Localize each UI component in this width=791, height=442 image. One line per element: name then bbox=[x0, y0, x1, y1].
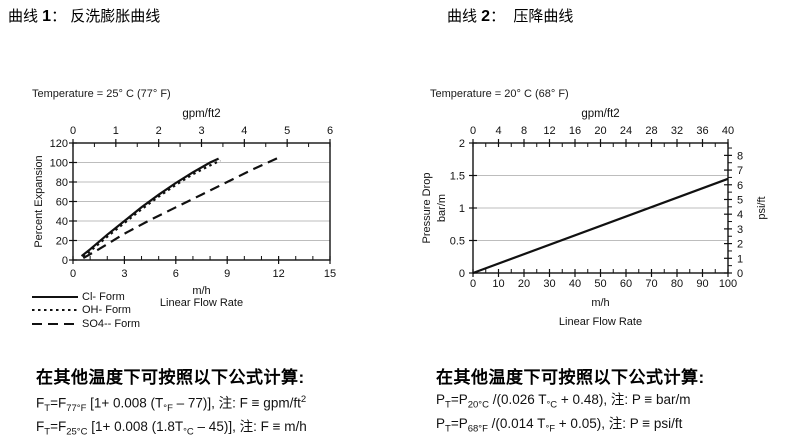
svg-text:100: 100 bbox=[719, 278, 737, 290]
svg-text:50: 50 bbox=[594, 278, 606, 290]
svg-text:1: 1 bbox=[459, 203, 465, 215]
legend-line-sample bbox=[32, 322, 78, 325]
svg-text:0: 0 bbox=[470, 125, 476, 137]
curve1-title-number: 1 bbox=[42, 8, 52, 25]
svg-text:90: 90 bbox=[696, 278, 708, 290]
svg-text:24: 24 bbox=[620, 125, 632, 137]
svg-text:4: 4 bbox=[241, 125, 247, 137]
svg-text:40: 40 bbox=[722, 125, 734, 137]
svg-text:Percent Expansion: Percent Expansion bbox=[33, 155, 45, 247]
svg-text:10: 10 bbox=[492, 278, 504, 290]
svg-text:2: 2 bbox=[737, 239, 743, 251]
formula-expansion-celsius: FT=F25°C [1+ 0.008 (1.8T°C – 45)], 注: F … bbox=[36, 419, 307, 438]
formulas-right: 在其他温度下可按照以下公式计算: PT=P20°C /(0.026 T°C + … bbox=[436, 363, 786, 438]
svg-text:psi/ft: psi/ft bbox=[756, 196, 768, 219]
svg-text:Linear Flow Rate: Linear Flow Rate bbox=[160, 297, 243, 309]
formula-pressure-celsius: PT=P20°C /(0.026 T°C + 0.48), 注: P ≡ bar… bbox=[436, 392, 691, 411]
legend-line-sample bbox=[32, 295, 78, 298]
svg-text:0: 0 bbox=[70, 125, 76, 137]
document-page: { "titles": { "left": {"prefix": "曲线 ", … bbox=[8, 5, 768, 438]
svg-text:32: 32 bbox=[671, 125, 683, 137]
svg-text:1: 1 bbox=[113, 125, 119, 137]
svg-text:28: 28 bbox=[645, 125, 657, 137]
svg-text:0: 0 bbox=[62, 255, 68, 267]
svg-text:6: 6 bbox=[737, 180, 743, 192]
svg-text:16: 16 bbox=[569, 125, 581, 137]
svg-text:12: 12 bbox=[272, 268, 284, 280]
legend-item: OH- Form bbox=[32, 304, 140, 318]
curve2-title: 曲线 2： 压降曲线 bbox=[447, 5, 573, 26]
chart2-temperature-label: Temperature = 20° C (68° F) bbox=[430, 88, 569, 100]
svg-text:8: 8 bbox=[737, 150, 743, 162]
svg-text:9: 9 bbox=[224, 268, 230, 280]
svg-text:3: 3 bbox=[198, 125, 204, 137]
formula-pressure-fahrenheit: PT=P68°F /(0.014 T°F + 0.05), 注: P ≡ psi… bbox=[436, 415, 683, 435]
svg-text:100: 100 bbox=[50, 158, 68, 170]
curve2-title-prefix: 曲线 bbox=[447, 8, 482, 25]
svg-text:12: 12 bbox=[543, 125, 555, 137]
svg-text:3: 3 bbox=[737, 224, 743, 236]
svg-text:80: 80 bbox=[671, 278, 683, 290]
formulas-left: 在其他温度下可按照以下公式计算: FT=F77°F [1+ 0.008 (T°F… bbox=[36, 363, 421, 442]
svg-text:6: 6 bbox=[327, 125, 333, 137]
svg-text:4: 4 bbox=[495, 125, 501, 137]
svg-text:20: 20 bbox=[518, 278, 530, 290]
svg-text:60: 60 bbox=[620, 278, 632, 290]
svg-text:1: 1 bbox=[737, 253, 743, 265]
svg-text:20: 20 bbox=[594, 125, 606, 137]
svg-text:6: 6 bbox=[173, 268, 179, 280]
svg-text:8: 8 bbox=[521, 125, 527, 137]
svg-text:15: 15 bbox=[324, 268, 336, 280]
svg-text:0: 0 bbox=[70, 268, 76, 280]
curve1-title: 曲线 1： 反洗膨胀曲线 bbox=[8, 5, 160, 26]
svg-text:40: 40 bbox=[56, 216, 68, 228]
svg-text:0.5: 0.5 bbox=[450, 236, 465, 248]
svg-text:36: 36 bbox=[696, 125, 708, 137]
curve1-title-text: ： 反洗膨胀曲线 bbox=[51, 8, 161, 25]
legend-item-label: Cl- Form bbox=[82, 290, 125, 303]
svg-text:30: 30 bbox=[543, 278, 555, 290]
svg-text:Linear Flow Rate: Linear Flow Rate bbox=[559, 316, 642, 328]
svg-text:5: 5 bbox=[737, 194, 743, 206]
svg-text:0: 0 bbox=[470, 278, 476, 290]
legend-item-label: SO4-- Form bbox=[82, 317, 141, 330]
formula-expansion-fahrenheit: FT=F77°F [1+ 0.008 (T°F – 77)], 注: F ≡ g… bbox=[36, 394, 307, 415]
formulas-right-header: 在其他温度下可按照以下公式计算: bbox=[436, 368, 705, 387]
svg-text:20: 20 bbox=[56, 236, 68, 248]
svg-text:2: 2 bbox=[459, 138, 465, 150]
svg-text:7: 7 bbox=[737, 165, 743, 177]
svg-text:3: 3 bbox=[121, 268, 127, 280]
svg-text:m/h: m/h bbox=[591, 297, 609, 309]
svg-text:40: 40 bbox=[569, 278, 581, 290]
svg-text:70: 70 bbox=[645, 278, 657, 290]
legend-item: SO4-- Form bbox=[32, 317, 140, 331]
svg-text:1.5: 1.5 bbox=[450, 171, 465, 183]
svg-text:gpm/ft2: gpm/ft2 bbox=[182, 108, 220, 120]
legend-line-sample bbox=[32, 309, 78, 312]
legend: Cl- Form OH- Form SO4-- Form bbox=[32, 290, 140, 331]
svg-text:0: 0 bbox=[459, 268, 465, 280]
svg-text:120: 120 bbox=[50, 138, 68, 150]
svg-text:80: 80 bbox=[56, 177, 68, 189]
svg-text:4: 4 bbox=[737, 209, 743, 221]
formulas-left-header: 在其他温度下可按照以下公式计算: bbox=[36, 368, 305, 387]
svg-text:5: 5 bbox=[284, 125, 290, 137]
svg-text:60: 60 bbox=[56, 197, 68, 209]
svg-text:0: 0 bbox=[737, 268, 743, 280]
svg-text:m/h: m/h bbox=[192, 285, 210, 297]
svg-text:2: 2 bbox=[156, 125, 162, 137]
curve2-title-number: 2 bbox=[481, 8, 491, 25]
svg-text:bar/m: bar/m bbox=[436, 194, 448, 222]
svg-text:Pressure Drop: Pressure Drop bbox=[421, 173, 433, 244]
chart1-temperature-label: Temperature = 25° C (77° F) bbox=[32, 88, 171, 100]
curve1-title-prefix: 曲线 bbox=[8, 8, 43, 25]
legend-item-label: OH- Form bbox=[82, 304, 131, 317]
legend-item: Cl- Form bbox=[32, 290, 140, 304]
svg-text:gpm/ft2: gpm/ft2 bbox=[581, 108, 619, 120]
curve2-title-text: ： 压降曲线 bbox=[490, 8, 574, 25]
